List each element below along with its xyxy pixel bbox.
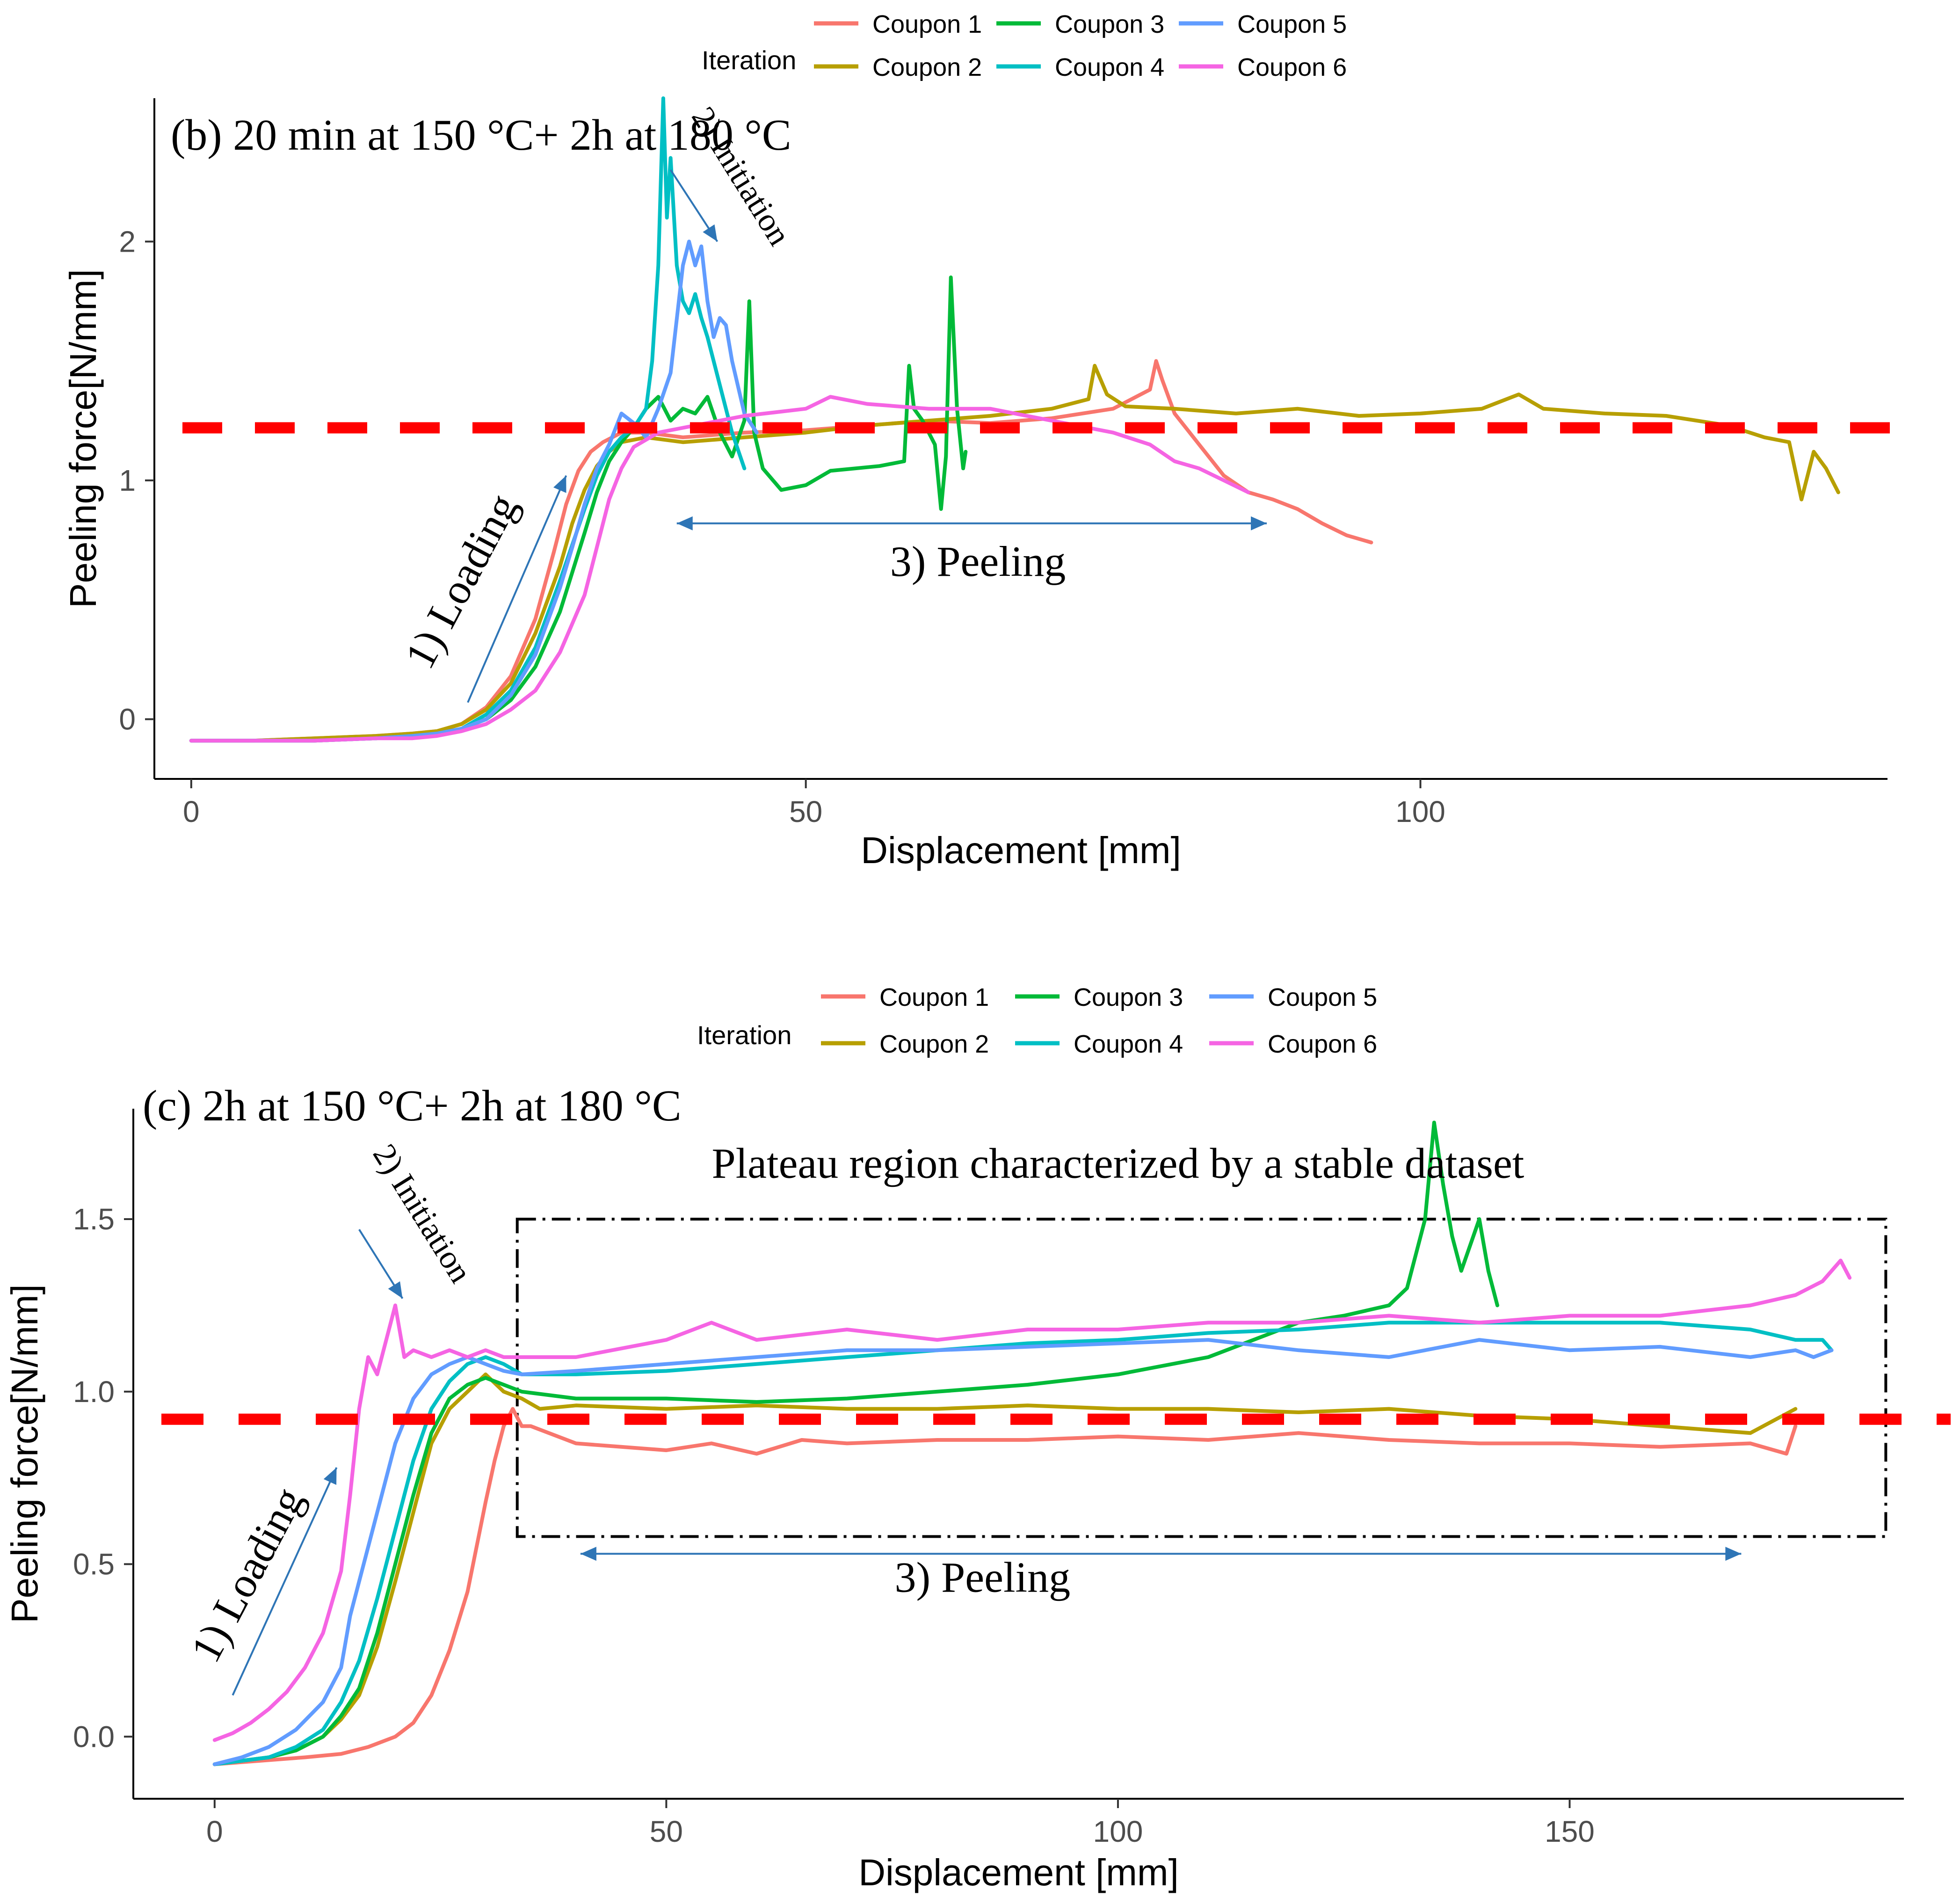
legend-item: Coupon 1 <box>821 983 989 1011</box>
annotation-arrow <box>232 1467 338 1696</box>
x-tick-label: 50 <box>650 1815 683 1848</box>
legend-label: Coupon 2 <box>879 1030 989 1058</box>
legend: Iteration Coupon 1 Coupon 2 Coupon 3 Coupon … <box>697 983 1377 1058</box>
legend-label: Coupon 6 <box>1237 53 1347 81</box>
arrow-head <box>703 224 718 242</box>
arrow-head <box>388 1281 403 1299</box>
annotation-text: 3) Peeling <box>890 538 1066 585</box>
arrow-head <box>323 1468 337 1485</box>
annotation-arrow <box>467 475 567 703</box>
legend-item: Coupon 3 <box>1015 983 1183 1011</box>
legend-label: Coupon 5 <box>1237 10 1347 38</box>
series-group <box>212 1120 1852 1766</box>
y-tick-label: 1 <box>119 464 136 497</box>
arrow-head <box>1251 516 1267 531</box>
legend-item: Coupon 2 <box>821 1030 989 1058</box>
legend-item: Coupon 4 <box>996 53 1164 81</box>
legend-item: Coupon 2 <box>814 53 982 81</box>
y-tick-label: 1.0 <box>73 1375 115 1409</box>
y-tick-label: 2 <box>119 225 136 258</box>
legend-label: Coupon 3 <box>1074 983 1183 1011</box>
series-line-coupon-2 <box>212 1372 1798 1766</box>
legend-label: Coupon 6 <box>1268 1030 1377 1058</box>
chart-title: (c) 2h at 150 °C+ 2h at 180 °C <box>143 1082 682 1130</box>
arrow-head <box>676 516 693 531</box>
legend-label: Coupon 4 <box>1074 1030 1183 1058</box>
legend-item: Coupon 6 <box>1179 53 1347 81</box>
legend-label: Coupon 5 <box>1268 983 1377 1011</box>
series-line-coupon-6 <box>212 1258 1852 1742</box>
y-axis-label: Peeling force[N/mm] <box>4 1284 45 1623</box>
legend-item: Coupon 3 <box>996 10 1164 38</box>
x-tick-label: 0 <box>206 1815 223 1848</box>
series-line-coupon-4 <box>212 1321 1834 1766</box>
y-axis-label: Peeling force[N/mm] <box>62 269 104 608</box>
series-line-coupon-5 <box>212 1338 1834 1766</box>
legend-label: Coupon 4 <box>1055 53 1164 81</box>
x-axis-label: Displacement [mm] <box>858 1852 1179 1893</box>
x-tick-label: 100 <box>1093 1815 1143 1848</box>
legend-title: Iteration <box>697 1020 791 1050</box>
legend-label: Coupon 3 <box>1055 10 1164 38</box>
arrow-head <box>1725 1547 1742 1561</box>
plateau-region-box <box>515 1218 1887 1538</box>
annotation-text: Plateau region characterized by a stable… <box>711 1140 1524 1187</box>
legend-item: Coupon 4 <box>1015 1030 1183 1058</box>
legend-label: Coupon 1 <box>872 10 982 38</box>
arrow-head <box>580 1547 596 1561</box>
legend-label: Coupon 1 <box>879 983 989 1011</box>
annotation-text: 3) Peeling <box>895 1554 1071 1601</box>
legend: Iteration Coupon 1 Coupon 2 Coupon 3 Coupon … <box>702 10 1347 81</box>
legend-item: Coupon 5 <box>1209 983 1377 1011</box>
x-axis-label: Displacement [mm] <box>861 829 1181 871</box>
series-line-coupon-6 <box>189 395 1250 743</box>
series-line-coupon-2 <box>189 363 1840 743</box>
legend-item: Coupon 1 <box>814 10 982 38</box>
y-tick-label: 0.0 <box>73 1720 115 1753</box>
y-tick-label: 1.5 <box>73 1202 115 1236</box>
x-tick-label: 50 <box>789 795 822 828</box>
y-tick-label: 0.5 <box>73 1548 115 1581</box>
legend-title: Iteration <box>702 45 796 75</box>
x-tick-label: 0 <box>183 795 200 828</box>
legend-item: Coupon 5 <box>1179 10 1347 38</box>
series-line-coupon-3 <box>212 1120 1499 1766</box>
chart-title: (b) 20 min at 150 °C+ 2h at 180 °C <box>171 111 791 160</box>
x-tick-label: 100 <box>1395 795 1445 828</box>
arrow-head <box>553 475 566 493</box>
legend-item: Coupon 6 <box>1209 1030 1377 1058</box>
series-line-coupon-1 <box>212 1407 1798 1766</box>
series-line-coupon-5 <box>189 240 759 743</box>
panel-b-chart: Iteration Coupon 1 Coupon 2 Coupon 3 Coupon … <box>62 10 1906 871</box>
y-tick-label: 0 <box>119 702 136 736</box>
x-tick-label: 150 <box>1545 1815 1595 1848</box>
legend-label: Coupon 2 <box>872 53 982 81</box>
